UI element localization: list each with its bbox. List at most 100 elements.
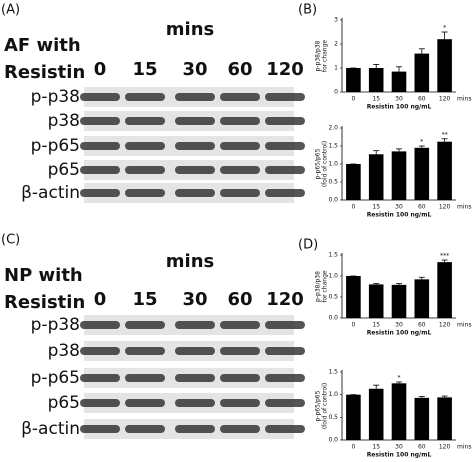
lane-label: 0 bbox=[94, 289, 107, 310]
y-axis-label: (fold of control) bbox=[322, 141, 329, 187]
x-tick-label: 15 bbox=[372, 96, 380, 103]
x-tick-label: 15 bbox=[372, 322, 380, 329]
x-axis-label: Resistin 100 ng/mL bbox=[367, 330, 432, 337]
blot-band bbox=[265, 399, 305, 407]
y-tick-label: 1.0 bbox=[328, 161, 338, 168]
blot-band bbox=[80, 166, 120, 174]
blot-band bbox=[125, 374, 165, 382]
x-axis-label: Resistin 100 ng/mL bbox=[367, 104, 432, 111]
x-tick-label: 0 bbox=[351, 444, 355, 451]
x-tick-label: 30 bbox=[395, 204, 403, 211]
blot-band bbox=[80, 142, 120, 150]
lane-label: 30 bbox=[182, 59, 207, 80]
y-tick-label: 1.5 bbox=[328, 143, 338, 150]
bar bbox=[346, 394, 361, 440]
y-tick-label: 0.5 bbox=[328, 294, 338, 301]
row-label: β-actin bbox=[21, 419, 80, 439]
blot-band bbox=[220, 425, 260, 433]
y-tick-label: 0.5 bbox=[328, 179, 338, 186]
bar bbox=[368, 154, 384, 200]
y-tick-label: 2.0 bbox=[328, 125, 338, 132]
x-tick-label: 0 bbox=[351, 322, 355, 329]
x-unit: mins bbox=[457, 322, 471, 329]
bar bbox=[391, 284, 407, 318]
panel-label: (C) bbox=[1, 233, 20, 248]
x-unit: mins bbox=[457, 444, 471, 451]
x-tick-label: 30 bbox=[395, 322, 403, 329]
blot-band bbox=[220, 166, 260, 174]
bar bbox=[414, 147, 430, 200]
blot-band bbox=[265, 374, 305, 382]
x-unit: mins bbox=[457, 96, 471, 103]
lane-label: 60 bbox=[227, 59, 252, 80]
x-tick-label: 30 bbox=[395, 444, 403, 451]
blot-band bbox=[175, 189, 215, 197]
bar bbox=[437, 397, 452, 440]
y-axis-label: p-p38/p38 bbox=[315, 271, 322, 302]
x-unit: mins bbox=[457, 204, 471, 211]
significance: *** bbox=[440, 253, 449, 260]
blot-band bbox=[220, 142, 260, 150]
significance: ** bbox=[442, 131, 448, 138]
blot-title: Resistin bbox=[4, 62, 85, 83]
blot-band bbox=[175, 374, 215, 382]
x-tick-label: 60 bbox=[418, 444, 426, 451]
blot-band bbox=[265, 425, 305, 433]
blot-band bbox=[175, 93, 215, 101]
bar bbox=[437, 39, 452, 92]
lane-label: 60 bbox=[227, 289, 252, 310]
blot-band bbox=[220, 321, 260, 329]
blot-band bbox=[125, 166, 165, 174]
blot-band bbox=[265, 347, 305, 355]
blot-band bbox=[175, 117, 215, 125]
blot-title: NP with bbox=[4, 265, 83, 286]
blot-band bbox=[265, 321, 305, 329]
significance: * bbox=[443, 25, 446, 32]
blot-band bbox=[220, 374, 260, 382]
x-tick-label: 60 bbox=[418, 204, 426, 211]
lane-label: 15 bbox=[132, 289, 157, 310]
y-tick-label: 0.0 bbox=[328, 437, 338, 444]
blot-band bbox=[220, 399, 260, 407]
bar bbox=[346, 276, 361, 318]
lane-label: 15 bbox=[132, 59, 157, 80]
x-tick-label: 120 bbox=[439, 444, 451, 451]
bar bbox=[391, 151, 407, 200]
y-tick-label: 0.0 bbox=[328, 315, 338, 322]
blot-band bbox=[220, 347, 260, 355]
row-label: p38 bbox=[48, 341, 80, 361]
y-tick-label: 1 bbox=[334, 65, 338, 72]
x-tick-label: 0 bbox=[351, 96, 355, 103]
x-tick-label: 120 bbox=[439, 322, 451, 329]
y-tick-label: 1.5 bbox=[328, 369, 338, 376]
blot-band bbox=[80, 117, 120, 125]
bar bbox=[346, 68, 361, 92]
x-tick-label: 15 bbox=[372, 204, 380, 211]
x-tick-label: 120 bbox=[439, 204, 451, 211]
blot-band bbox=[80, 189, 120, 197]
blot-band bbox=[80, 399, 120, 407]
time-unit: mins bbox=[166, 19, 214, 40]
x-tick-label: 0 bbox=[351, 204, 355, 211]
blot-band bbox=[125, 117, 165, 125]
blot-band bbox=[220, 117, 260, 125]
blot-band bbox=[175, 321, 215, 329]
x-tick-label: 60 bbox=[418, 96, 426, 103]
blot-band bbox=[80, 347, 120, 355]
x-axis-label: Resistin 100 ng/mL bbox=[367, 452, 432, 459]
blot-title: AF with bbox=[4, 35, 81, 56]
y-axis-label: p-p65/p65 bbox=[315, 390, 322, 421]
panel-label: (A) bbox=[1, 3, 20, 18]
blot-band bbox=[125, 142, 165, 150]
significance: * bbox=[398, 374, 401, 381]
blot-band bbox=[80, 321, 120, 329]
bar bbox=[414, 397, 430, 440]
bar bbox=[368, 68, 384, 92]
blot-title: Resistin bbox=[4, 292, 85, 313]
blot-band bbox=[175, 425, 215, 433]
x-tick-label: 60 bbox=[418, 322, 426, 329]
x-tick-label: 120 bbox=[439, 96, 451, 103]
blot-band bbox=[265, 117, 305, 125]
panel-label: (D) bbox=[298, 238, 318, 253]
